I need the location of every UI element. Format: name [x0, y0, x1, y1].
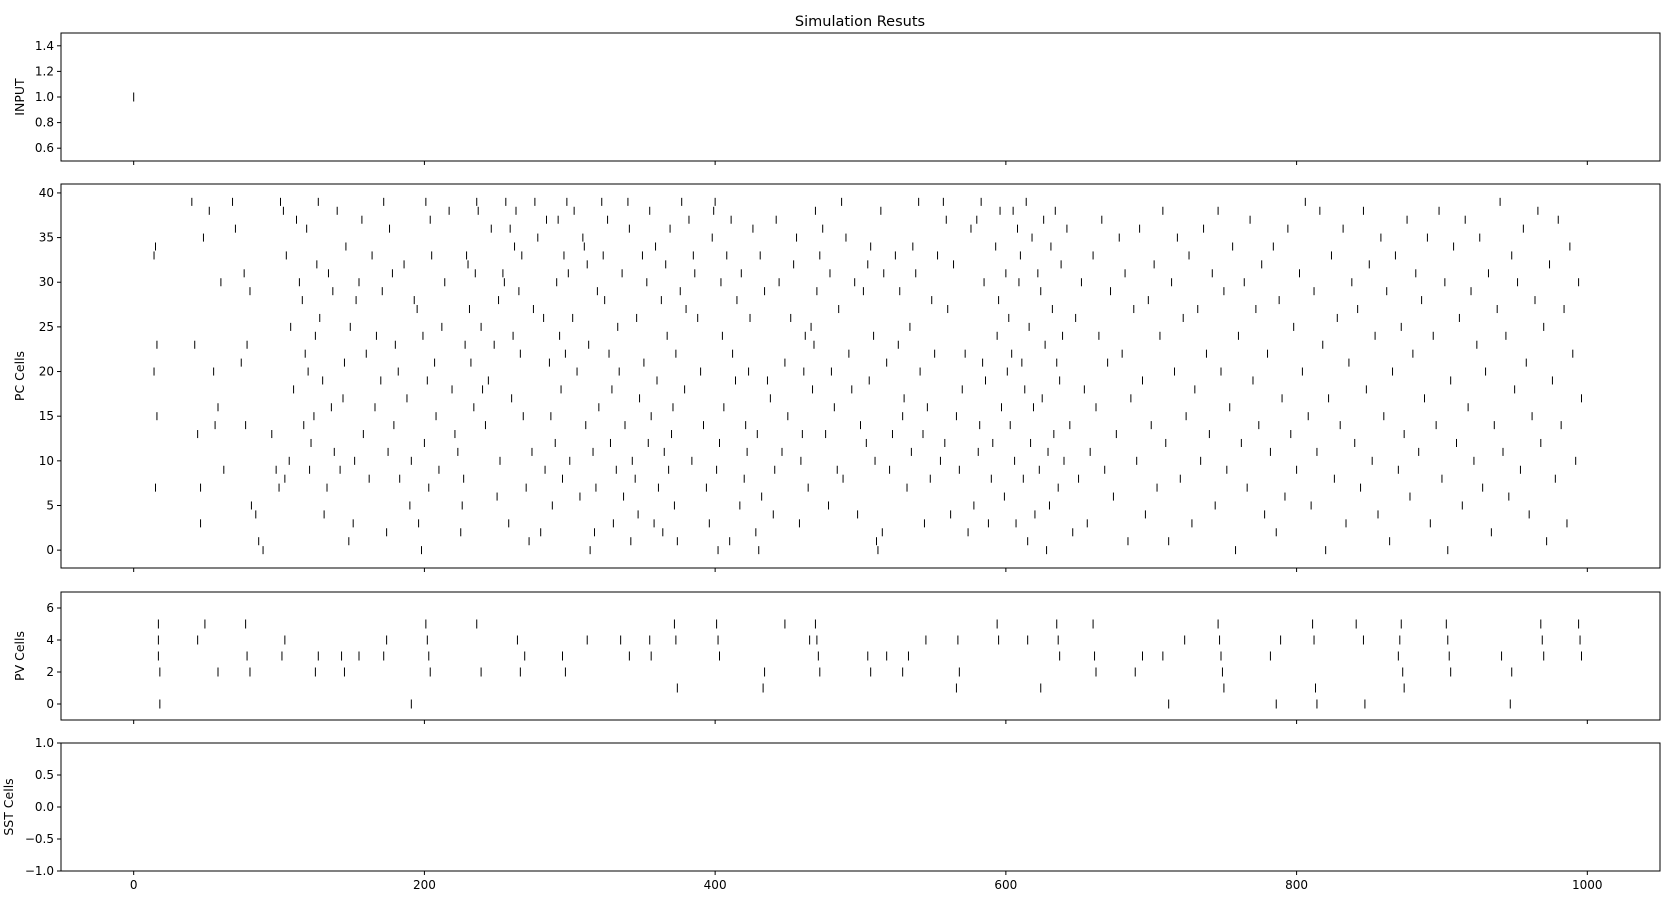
chart-title: Simulation Resuts [795, 14, 925, 30]
y-tick-label: 0.5 [35, 768, 54, 782]
x-tick-label: 400 [704, 878, 727, 892]
y-axis-label: PV Cells [12, 631, 27, 681]
y-tick-label: 1.0 [35, 90, 54, 104]
y-tick-label: 25 [39, 320, 54, 334]
axes-frame [60, 32, 1661, 162]
y-tick-label: −0.5 [25, 832, 54, 846]
y-tick-label: 1.2 [35, 64, 54, 78]
y-tick-label: 0.0 [35, 800, 54, 814]
x-tick-label: 600 [994, 878, 1017, 892]
input-panel: 0.6 0.8 1.0 1.2 1.4 INPUT [12, 32, 1661, 165]
y-tick-label: 1.4 [35, 39, 54, 53]
x-tick-label: 1000 [1572, 878, 1603, 892]
axes-frame [60, 591, 1661, 721]
y-tick-label: 15 [39, 409, 54, 423]
pv-panel: 0 2 4 6 PV Cells [12, 591, 1661, 724]
y-tick-label: 10 [39, 454, 54, 468]
pc-panel: 0 5 10 15 20 25 30 35 40 PC Cells [12, 183, 1661, 572]
x-tick-label: 200 [413, 878, 436, 892]
y-axis-label: INPUT [12, 78, 27, 116]
y-tick-label: 5 [46, 498, 54, 512]
y-tick-label: 4 [46, 633, 54, 647]
axes-frame [60, 742, 1661, 872]
y-tick-label: 40 [39, 186, 54, 200]
y-tick-label: 1.0 [35, 736, 54, 750]
y-axis-label: SST Cells [1, 778, 16, 835]
y-tick-label: 0 [46, 543, 54, 557]
y-tick-label: −1.0 [25, 864, 54, 878]
y-tick-label: 0 [46, 697, 54, 711]
y-tick-label: 0.8 [35, 116, 54, 130]
sst-panel: −1.0 −0.5 0.0 0.5 1.0 SST Cells 0 200 400 600 800 1… [1, 736, 1661, 892]
y-tick-label: 30 [39, 275, 54, 289]
y-tick-label: 2 [46, 665, 54, 679]
y-tick-label: 0.6 [35, 141, 54, 155]
axes-frame [60, 183, 1661, 569]
y-tick-label: 6 [46, 601, 54, 615]
y-tick-label: 35 [39, 231, 54, 245]
y-tick-label: 20 [39, 365, 54, 379]
x-tick-label: 0 [130, 878, 138, 892]
y-axis-label: PC Cells [12, 351, 27, 401]
x-tick-label: 800 [1285, 878, 1308, 892]
